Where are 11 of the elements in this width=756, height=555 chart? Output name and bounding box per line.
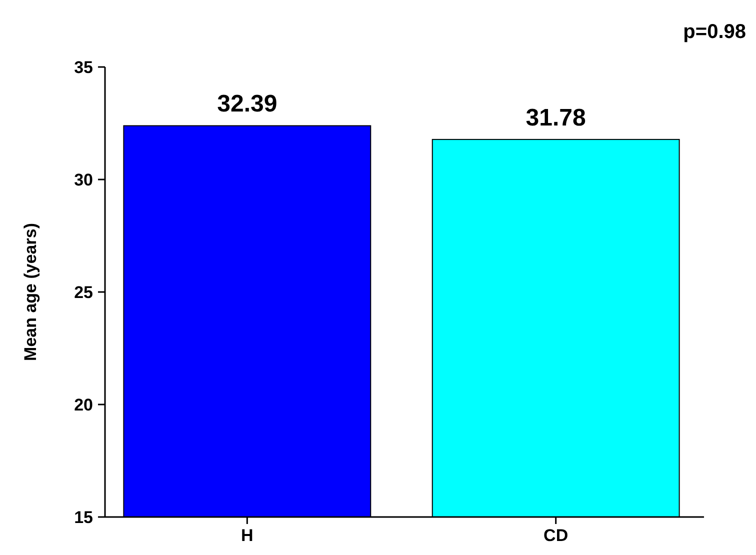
x-tick-label: H bbox=[241, 526, 254, 545]
text: p=0.98 bbox=[683, 21, 746, 43]
x-tick-label: CD bbox=[544, 526, 568, 545]
y-tick-label: 15 bbox=[74, 508, 93, 527]
y-tick-label: 35 bbox=[74, 58, 93, 77]
y-tick-label: 20 bbox=[74, 395, 93, 414]
data-label: 31.78 bbox=[526, 104, 586, 132]
y-axis-title: Mean age (years) bbox=[21, 223, 40, 361]
y-tick-label: 30 bbox=[74, 170, 93, 190]
data-label: 32.39 bbox=[217, 90, 278, 118]
y-tick-label: 25 bbox=[74, 282, 93, 302]
